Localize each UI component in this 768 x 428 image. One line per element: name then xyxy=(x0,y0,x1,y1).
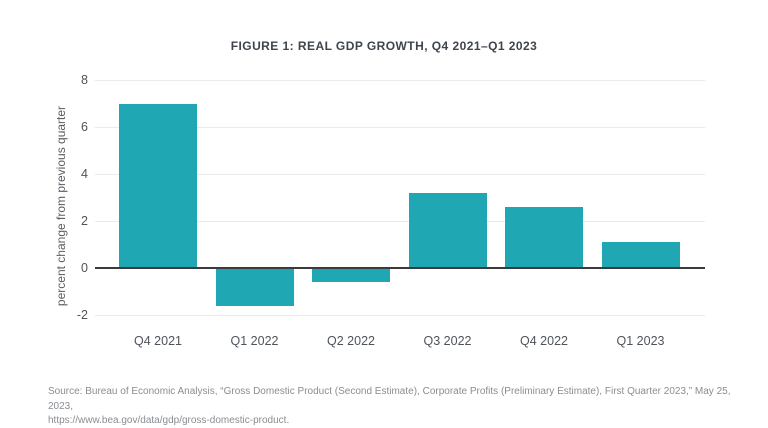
bar-q2-2022 xyxy=(312,268,390,283)
x-axis-label: Q1 2023 xyxy=(616,334,665,348)
x-axis-label: Q1 2022 xyxy=(230,334,279,348)
source-citation: Source: Bureau of Economic Analysis, “Gr… xyxy=(48,385,738,428)
y-tick-label: 6 xyxy=(81,120,88,134)
x-axis-label: Q4 2022 xyxy=(520,334,568,348)
zero-axis-line xyxy=(95,267,705,269)
bar-q3-2022 xyxy=(408,192,487,268)
y-tick-label: 8 xyxy=(81,73,88,87)
bar-q1-2023 xyxy=(601,242,680,268)
bar-q4-2021 xyxy=(119,103,197,268)
bar-q4-2022 xyxy=(505,206,583,268)
y-tick-label: 4 xyxy=(81,167,88,181)
y-tick-label: 2 xyxy=(81,214,88,228)
x-axis-label: Q2 2022 xyxy=(327,334,375,348)
gridline xyxy=(95,221,705,222)
y-tick-label: 0 xyxy=(81,261,88,275)
chart-title: FIGURE 1: REAL GDP GROWTH, Q4 2021–Q1 20… xyxy=(230,39,538,53)
source-line-1: Source: Bureau of Economic Analysis, “Gr… xyxy=(48,386,731,412)
gridline xyxy=(95,127,705,128)
plot-area xyxy=(95,80,705,316)
source-line-2: https://www.bea.gov/data/gdp/gross-domes… xyxy=(48,415,290,426)
gridline xyxy=(95,174,705,175)
x-axis-label: Q4 2021 xyxy=(134,334,182,348)
gridline xyxy=(95,315,705,316)
bar-q1-2022 xyxy=(215,268,294,306)
gridline xyxy=(95,80,705,81)
y-tick-label: -2 xyxy=(76,308,88,322)
x-axis-label: Q3 2022 xyxy=(423,334,472,348)
